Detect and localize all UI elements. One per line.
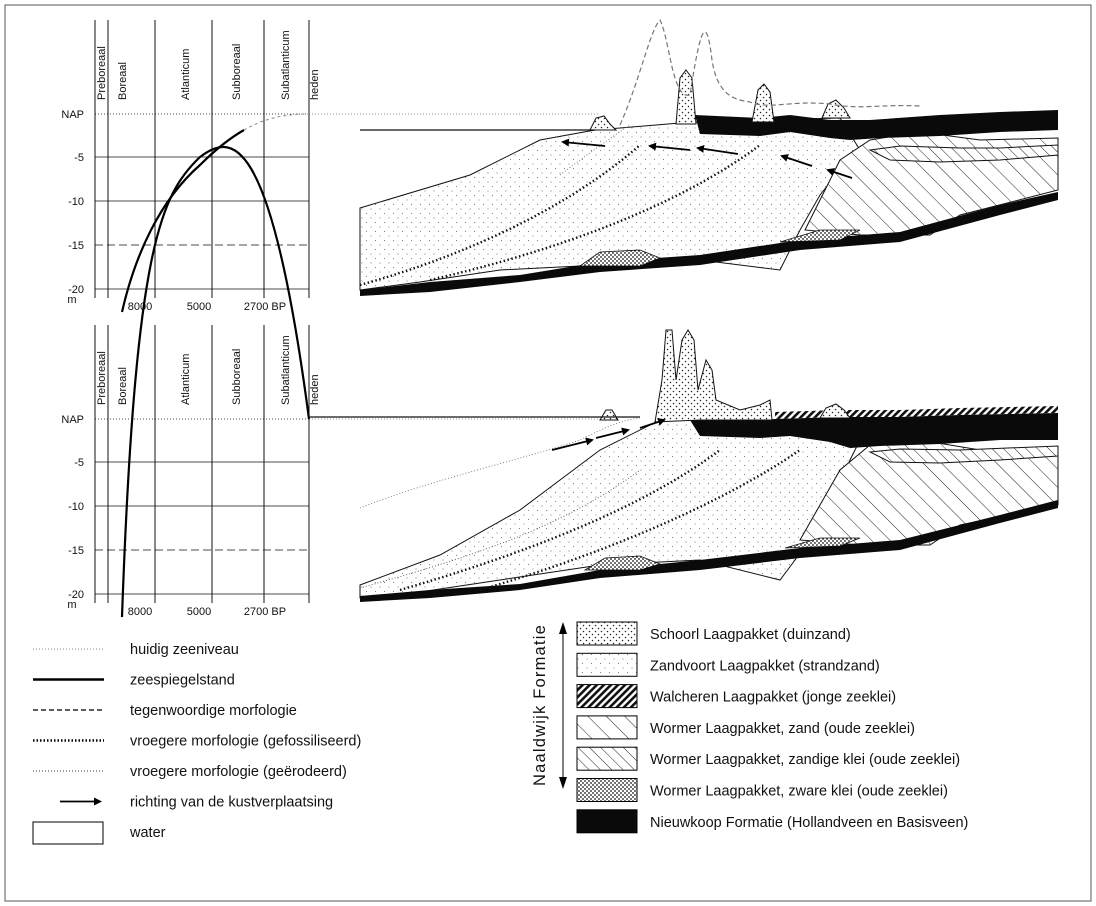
period-label: Subatlanticum xyxy=(280,335,292,405)
unit-swatch-heavy-clay xyxy=(576,778,638,802)
line-legend-label: water xyxy=(129,825,166,841)
depth-tick-label: -10 xyxy=(68,501,84,513)
top-dune-4 xyxy=(821,99,851,119)
unit-legend-label: Schoorl Laagpakket (duinzand) xyxy=(650,627,851,643)
unit-legend-label: Zandvoort Laagpakket (strandzand) xyxy=(650,658,880,674)
legend-symbol-box xyxy=(32,821,104,845)
age-tick-label: 8000 xyxy=(128,301,152,313)
unit-legend-label: Nieuwkoop Formatie (Hollandveen en Basis… xyxy=(650,815,968,831)
unit-legend-label: Walcheren Laagpakket (jonge zeeklei) xyxy=(650,690,896,706)
unit-legend-label: Wormer Laagpakket, zand (oude zeeklei) xyxy=(650,721,915,737)
unit-swatch-young-clay xyxy=(576,684,638,709)
unit-legend-label: Wormer Laagpakket, zware klei (oude zeek… xyxy=(650,784,948,800)
period-label: Preboreaal xyxy=(96,46,108,100)
depth-tick-label: -15 xyxy=(68,240,84,252)
bottom-fossil-morphology-1 xyxy=(399,449,721,592)
age-tick-label: 5000 xyxy=(187,606,211,618)
line-legend-label: tegenwoordige morfologie xyxy=(130,703,297,719)
depth-tick-label: -20 xyxy=(68,589,84,601)
top-eroded-morphology xyxy=(559,124,631,176)
bottom-arrow-1 xyxy=(551,437,594,451)
sea-level-curve xyxy=(120,129,245,313)
top-dune-2 xyxy=(675,69,697,125)
top-fossil-morphology-1 xyxy=(359,144,641,287)
period-label: Boreaal xyxy=(117,367,129,405)
top-heavy-clay-pocket xyxy=(578,249,662,267)
top-marine-clay-hatch xyxy=(868,144,1059,163)
age-tick-label: 8000 xyxy=(128,606,152,618)
bottom-fossil-morphology-2 xyxy=(479,449,801,592)
depth-tick-label: -15 xyxy=(68,545,84,557)
sea-level-curve-future xyxy=(243,113,310,131)
depth-tick-label: NAP xyxy=(61,414,84,426)
period-label: Subatlanticum xyxy=(280,30,292,100)
unit-swatch-hatch-narrow xyxy=(576,746,638,771)
top-sea-level-panel: NAP -5 -10 -15 -20m Preboreaal Boreaal Atlantic… xyxy=(61,20,600,313)
unit-swatch-peat xyxy=(576,809,638,834)
bottom-eroded-morphology-1 xyxy=(359,417,641,509)
age-tick-label: 2700 BP xyxy=(244,606,286,618)
top-arrow-1 xyxy=(561,138,606,147)
period-label: Boreaal xyxy=(117,62,129,100)
bottom-peat-base xyxy=(360,500,1058,602)
bottom-peat-surface xyxy=(690,413,1058,448)
period-label: Subboreaal xyxy=(231,44,243,100)
period-label: heden xyxy=(309,69,321,100)
top-peat-surface xyxy=(695,110,1058,140)
age-tick-label: 2700 BP xyxy=(244,301,286,313)
formation-bracket-arrow-up xyxy=(559,622,567,634)
unit-swatch-beach xyxy=(576,652,638,677)
top-dune-1 xyxy=(589,115,618,131)
top-arrow-4 xyxy=(780,154,813,167)
line-legend: huidig zeeniveau zeespiegelstand tegenwoor… xyxy=(32,642,361,845)
depth-tick-label: -5 xyxy=(74,457,84,469)
formation-group-label: Naaldwijk Formatie xyxy=(531,624,549,786)
top-peat-base xyxy=(360,192,1058,296)
depth-tick-label: -20 xyxy=(68,284,84,296)
line-legend-label: zeespiegelstand xyxy=(130,673,235,689)
depth-tick-label: NAP xyxy=(61,109,84,121)
bottom-beach-sand xyxy=(359,419,861,599)
unit-swatch-dune xyxy=(576,621,638,646)
unit-legend-label: Wormer Laagpakket, zandige klei (oude ze… xyxy=(650,752,960,768)
top-arrow-3 xyxy=(696,144,739,155)
line-legend-label: richting van de kustverplaatsing xyxy=(130,795,333,811)
period-label: heden xyxy=(309,374,321,405)
line-legend-label: vroegere morfologie (gefossiliseerd) xyxy=(130,734,361,750)
top-heavy-clay-pocket-2 xyxy=(779,229,861,243)
bottom-arrow-3 xyxy=(639,418,666,429)
top-fossil-morphology-2 xyxy=(429,144,761,282)
line-legend-label: huidig zeeniveau xyxy=(130,642,239,658)
bottom-heavy-clay-pocket xyxy=(583,555,662,571)
period-label: Atlanticum xyxy=(180,354,192,405)
bottom-dune-seaward xyxy=(599,409,619,421)
bottom-cross-section xyxy=(310,329,1059,602)
age-tick-label: 5000 xyxy=(187,301,211,313)
depth-unit-label: m xyxy=(67,294,76,306)
depth-tick-label: -5 xyxy=(74,152,84,164)
bottom-dune-inland xyxy=(819,403,851,419)
period-label: Atlanticum xyxy=(180,49,192,100)
depth-tick-label: -10 xyxy=(68,196,84,208)
bottom-heavy-clay-pocket-2 xyxy=(784,537,861,549)
top-dune-3 xyxy=(751,83,775,123)
top-arrow-2 xyxy=(648,142,691,151)
top-present-morphology xyxy=(619,18,921,126)
top-arrow-5 xyxy=(826,168,853,179)
bottom-dunes-main xyxy=(654,329,773,423)
figure-frame xyxy=(4,4,1092,902)
depth-unit-label: m xyxy=(67,599,76,611)
bottom-arrow-2 xyxy=(595,427,630,439)
sea-level-curve xyxy=(120,145,311,618)
formation-bracket-arrow-down xyxy=(559,777,567,789)
units-legend: Naaldwijk Formatie Schoorl Laagpakket (d… xyxy=(531,621,968,834)
line-legend-label: vroegere morfologie (geërodeerd) xyxy=(130,764,347,780)
top-cross-section xyxy=(359,18,1059,296)
period-label: Subboreaal xyxy=(231,349,243,405)
bottom-marine-clay-hatch xyxy=(868,445,1059,464)
period-label: Preboreaal xyxy=(96,351,108,405)
unit-swatch-hatch-wide xyxy=(576,715,638,740)
